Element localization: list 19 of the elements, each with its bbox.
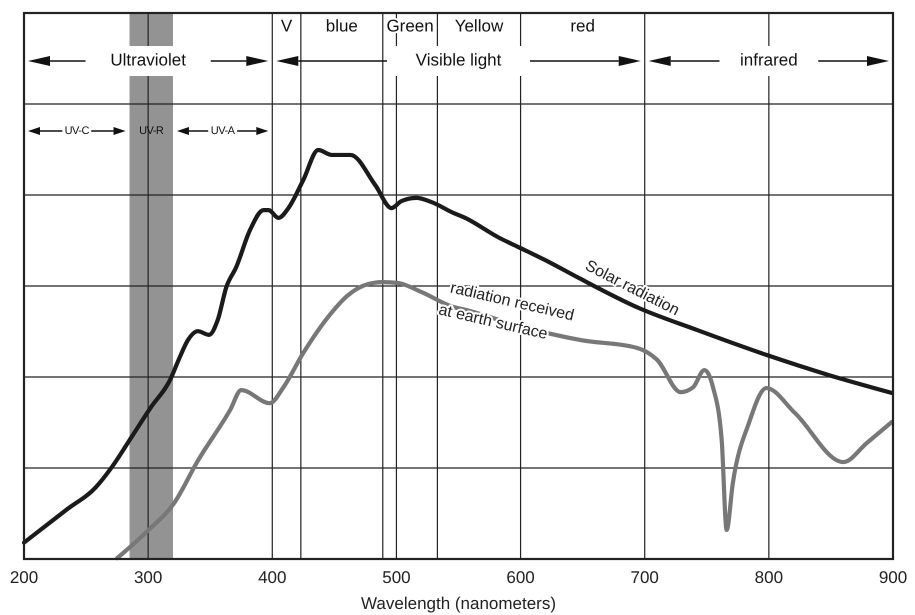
text: V [280,16,293,36]
x-tick-label: 400 [258,568,286,587]
text: radiation received at earth surface [436,280,576,344]
x-tick-label: 600 [506,568,535,587]
x-tick-label: 900 [878,568,908,587]
x-tick-label: 200 [10,568,38,587]
text: Ultraviolet [110,50,186,70]
x-tick-label: 300 [134,568,162,587]
text: UV-C [64,124,90,137]
x-tick-label: 800 [754,568,784,587]
text: red [570,16,595,36]
text: blue [326,16,358,36]
text: infrared [740,50,798,70]
x-tick-label: 500 [382,568,411,587]
text: Yellow [454,16,504,36]
x-tick-label: 700 [630,568,659,587]
text: Visible light [416,50,502,70]
x-axis-title: Wavelength (nanometers) [361,594,556,613]
text: UV-A [210,124,236,137]
